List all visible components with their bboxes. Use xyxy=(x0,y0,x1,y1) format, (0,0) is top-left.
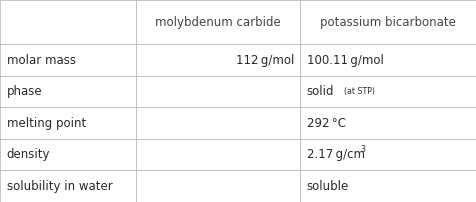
Text: 100.11 g/mol: 100.11 g/mol xyxy=(307,54,384,67)
Bar xyxy=(136,76,300,107)
Bar xyxy=(300,44,476,76)
Bar xyxy=(136,170,300,202)
Text: phase: phase xyxy=(7,85,42,98)
Bar xyxy=(136,139,300,170)
Bar xyxy=(300,139,476,170)
Text: 112 g/mol: 112 g/mol xyxy=(236,54,294,67)
Bar xyxy=(300,107,476,139)
Bar xyxy=(0,170,136,202)
Bar xyxy=(0,139,136,170)
Text: melting point: melting point xyxy=(7,117,86,130)
Bar xyxy=(0,107,136,139)
Bar xyxy=(136,107,300,139)
Bar xyxy=(136,0,300,44)
Bar xyxy=(0,44,136,76)
Bar xyxy=(300,170,476,202)
Bar xyxy=(300,0,476,44)
Text: 292 °C: 292 °C xyxy=(307,117,346,130)
Text: solid: solid xyxy=(307,85,334,98)
Bar xyxy=(136,44,300,76)
Text: soluble: soluble xyxy=(307,180,349,193)
Text: 2.17 g/cm: 2.17 g/cm xyxy=(307,148,365,161)
Text: molar mass: molar mass xyxy=(7,54,76,67)
Bar xyxy=(0,76,136,107)
Text: potassium bicarbonate: potassium bicarbonate xyxy=(320,16,456,29)
Bar xyxy=(0,0,136,44)
Bar xyxy=(300,76,476,107)
Text: molybdenum carbide: molybdenum carbide xyxy=(155,16,281,29)
Text: (at STP): (at STP) xyxy=(344,87,375,96)
Text: solubility in water: solubility in water xyxy=(7,180,112,193)
Text: 3: 3 xyxy=(360,145,366,154)
Text: density: density xyxy=(7,148,50,161)
